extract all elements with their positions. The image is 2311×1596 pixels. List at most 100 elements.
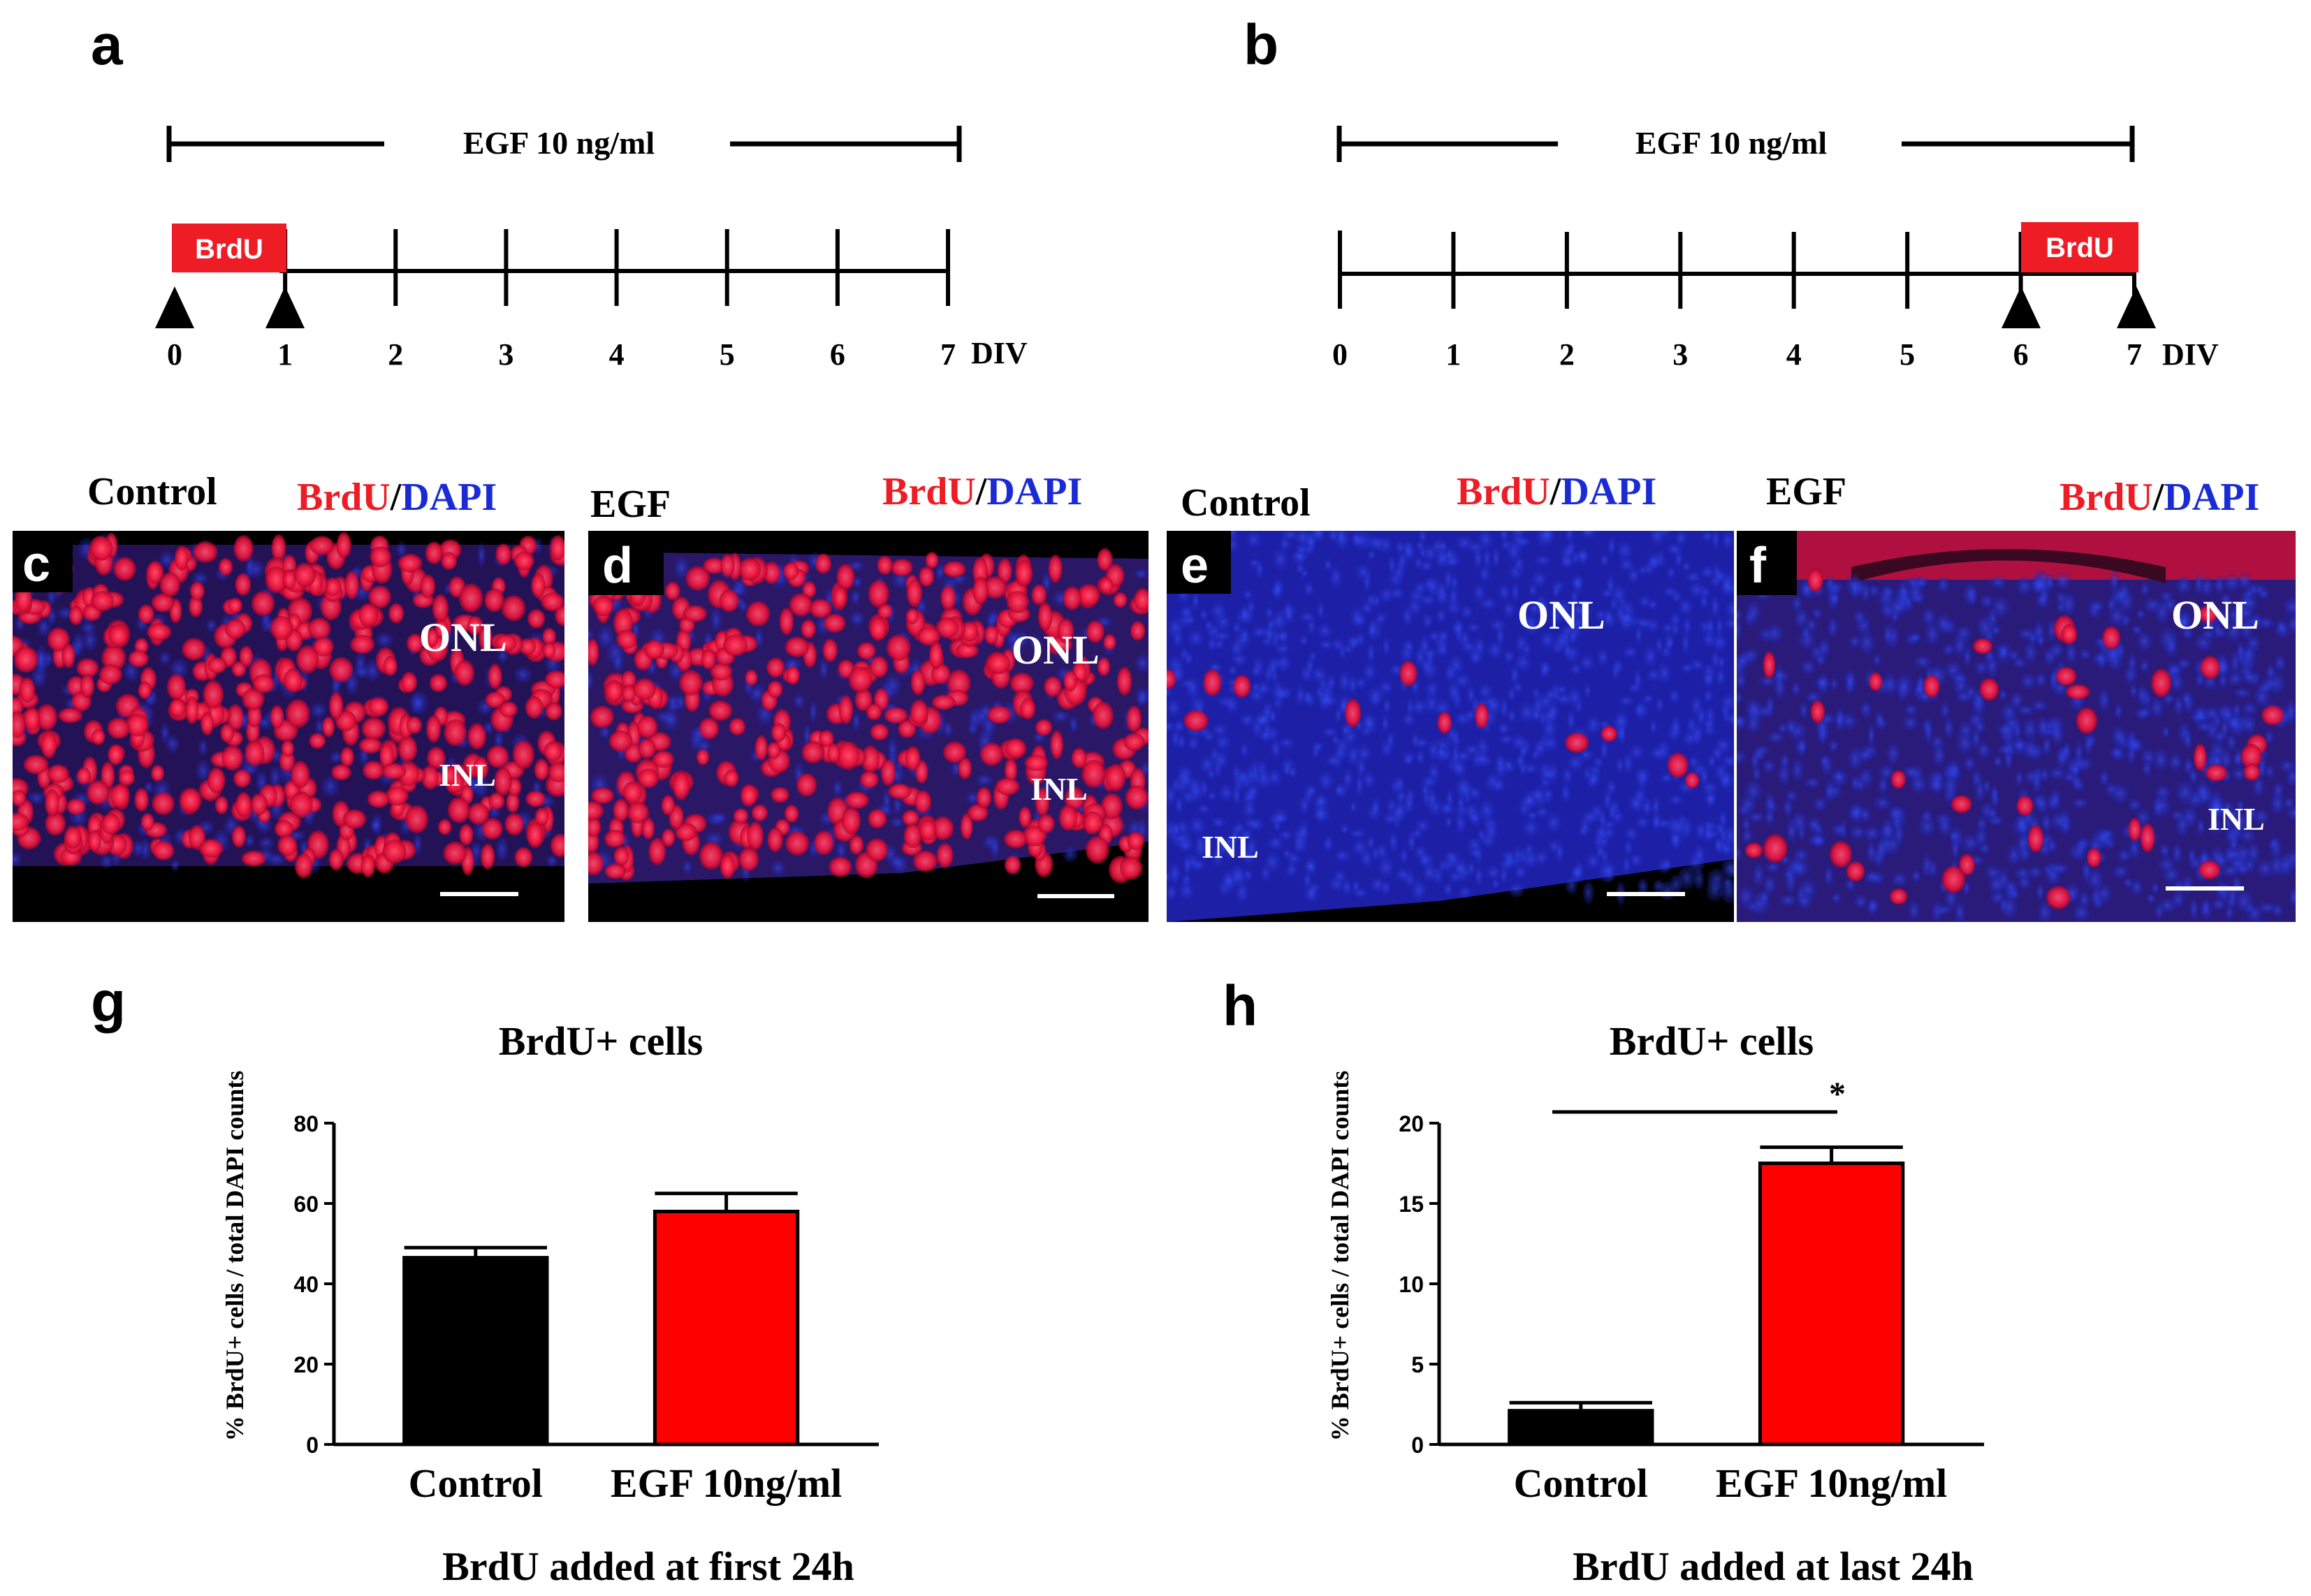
dapi-nucleus [1674,531,1689,548]
dapi-nucleus [1907,581,1925,604]
brdu-nucleus [1044,676,1063,698]
brdu-nucleus [138,604,154,624]
dapi-nucleus [1239,603,1250,624]
dapi-nucleus [2035,792,2049,816]
brdu-nucleus [2198,605,2218,623]
dapi-nucleus [1167,696,1181,719]
dapi-nucleus [1370,796,1382,817]
dapi-nucleus [2048,766,2067,780]
dapi-nucleus [2220,864,2240,877]
dapi-nucleus [196,759,211,782]
brdu-nucleus [41,731,57,759]
dapi-nucleus [1496,583,1511,603]
brdu-nucleus [605,680,623,703]
dapi-nucleus [1366,684,1385,707]
dapi-nucleus [2265,664,2277,680]
brdu-nucleus [545,670,564,689]
panel-a-timeline: a EGF 10 ng/ml 0 1 2 3 4 5 6 7 BrdU DIV [91,13,1028,372]
y-tick-label: 15 [1399,1192,1424,1217]
dapi-nucleus [1540,768,1558,781]
panel-letter-c: c [22,536,50,592]
dapi-nucleus [1560,781,1572,805]
dapi-nucleus [1229,638,1244,659]
brdu-nucleus [90,536,113,561]
brdu-nucleus [766,742,781,759]
dapi-nucleus [2236,798,2245,812]
significance-star: * [1829,1076,1846,1113]
brdu-nucleus [432,594,449,623]
dapi-nucleus [1243,868,1253,882]
brdu-nucleus [884,707,908,724]
brdu-nucleus [829,856,852,877]
dapi-nucleus [1234,881,1250,905]
dapi-nucleus [2049,787,2062,812]
dapi-nucleus [2022,738,2039,761]
dapi-nucleus [1706,878,1724,902]
dapi-nucleus [1791,758,1805,782]
dapi-nucleus [2187,767,2199,786]
dapi-nucleus [1182,854,1192,878]
dapi-nucleus [1850,576,1860,601]
timeline-tick-label: 1 [277,337,293,372]
dapi-nucleus [1795,893,1813,910]
dapi-nucleus [1998,689,2008,701]
dapi-nucleus [1990,784,1999,803]
dapi-nucleus [2127,798,2143,812]
brdu-nucleus [637,768,659,789]
caption-h: BrdU added at last 24h [1573,1544,1974,1589]
dapi-nucleus [1566,753,1586,773]
stain-blue-e: DAPI [1561,470,1656,513]
dapi-nucleus [1902,765,1919,779]
dapi-nucleus [2256,682,2273,694]
dapi-nucleus [1752,747,1766,762]
dapi-nucleus [1677,596,1695,618]
dapi-nucleus [2050,811,2069,831]
brdu-nucleus [344,571,360,600]
dapi-nucleus [1658,771,1675,785]
dapi-nucleus [1832,770,1844,782]
dapi-nucleus [2275,619,2288,636]
dapi-nucleus [1315,600,1325,621]
dapi-nucleus [1529,788,1545,802]
dapi-nucleus [2111,724,2126,747]
dapi-nucleus [1186,628,1206,649]
brdu-nucleus [613,846,629,866]
brdu-nucleus [1972,638,1993,654]
panel-letter-box [13,531,73,592]
brdu-nucleus [1951,795,1972,814]
timeline-tick-label: 0 [167,337,182,372]
brdu-nucleus [534,759,550,781]
dapi-nucleus [1508,881,1525,898]
brdu-nucleus [678,670,703,696]
dapi-nucleus [2150,882,2160,895]
panel-letter-g: g [91,970,126,1034]
y-tick-label: 40 [293,1272,319,1297]
dapi-nucleus [1534,805,1550,819]
brdu-nucleus [1127,831,1145,851]
dapi-nucleus [1648,745,1668,761]
dapi-nucleus [1350,837,1369,858]
timeline-tick-label: 1 [1445,337,1461,372]
dapi-nucleus [1987,815,2006,827]
brdu-nucleus [441,552,458,571]
dapi-nucleus [1332,742,1350,763]
dapi-nucleus [1272,812,1289,824]
brdu-nucleus [182,638,206,661]
brdu-nucleus [443,841,467,865]
dapi-nucleus [1911,869,1922,883]
dapi-nucleus [1353,887,1369,899]
brdu-nucleus [198,839,224,858]
brdu-nucleus [604,863,627,879]
brdu-nucleus [270,705,284,729]
brdu-nucleus [1085,835,1109,864]
dapi-nucleus [1881,672,1900,696]
brdu-nucleus [404,805,429,833]
brdu-nucleus [68,606,83,626]
brdu-nucleus [747,821,764,851]
dapi-nucleus [1311,740,1325,753]
dapi-nucleus [1361,661,1379,683]
arrowhead-icon [155,286,194,328]
dapi-nucleus [1888,596,1907,618]
brdu-nucleus [233,769,251,788]
dapi-nucleus [1715,615,1724,638]
